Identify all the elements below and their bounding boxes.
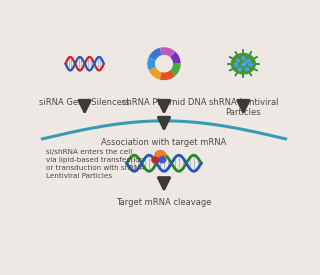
Circle shape xyxy=(242,63,245,66)
Circle shape xyxy=(249,63,252,66)
Text: shRNA Lentiviral
Particles: shRNA Lentiviral Particles xyxy=(209,98,278,117)
Circle shape xyxy=(159,157,166,163)
Text: si/shRNA enters the cell
via lipid-based transfection
or transduction with shRNA: si/shRNA enters the cell via lipid-based… xyxy=(46,150,145,180)
Circle shape xyxy=(242,57,245,59)
Text: siRNA Gene Silencers: siRNA Gene Silencers xyxy=(39,98,130,107)
Text: shRNA Plasmid DNA: shRNA Plasmid DNA xyxy=(122,98,206,107)
Text: Target mRNA cleavage: Target mRNA cleavage xyxy=(116,198,212,207)
Circle shape xyxy=(155,150,166,160)
Circle shape xyxy=(236,59,240,62)
Text: Association with target mRNA: Association with target mRNA xyxy=(101,138,227,147)
Circle shape xyxy=(235,63,238,66)
Circle shape xyxy=(245,68,249,71)
Circle shape xyxy=(244,61,247,64)
Circle shape xyxy=(231,54,255,74)
Circle shape xyxy=(247,59,250,62)
Circle shape xyxy=(238,68,242,71)
Circle shape xyxy=(152,157,159,163)
